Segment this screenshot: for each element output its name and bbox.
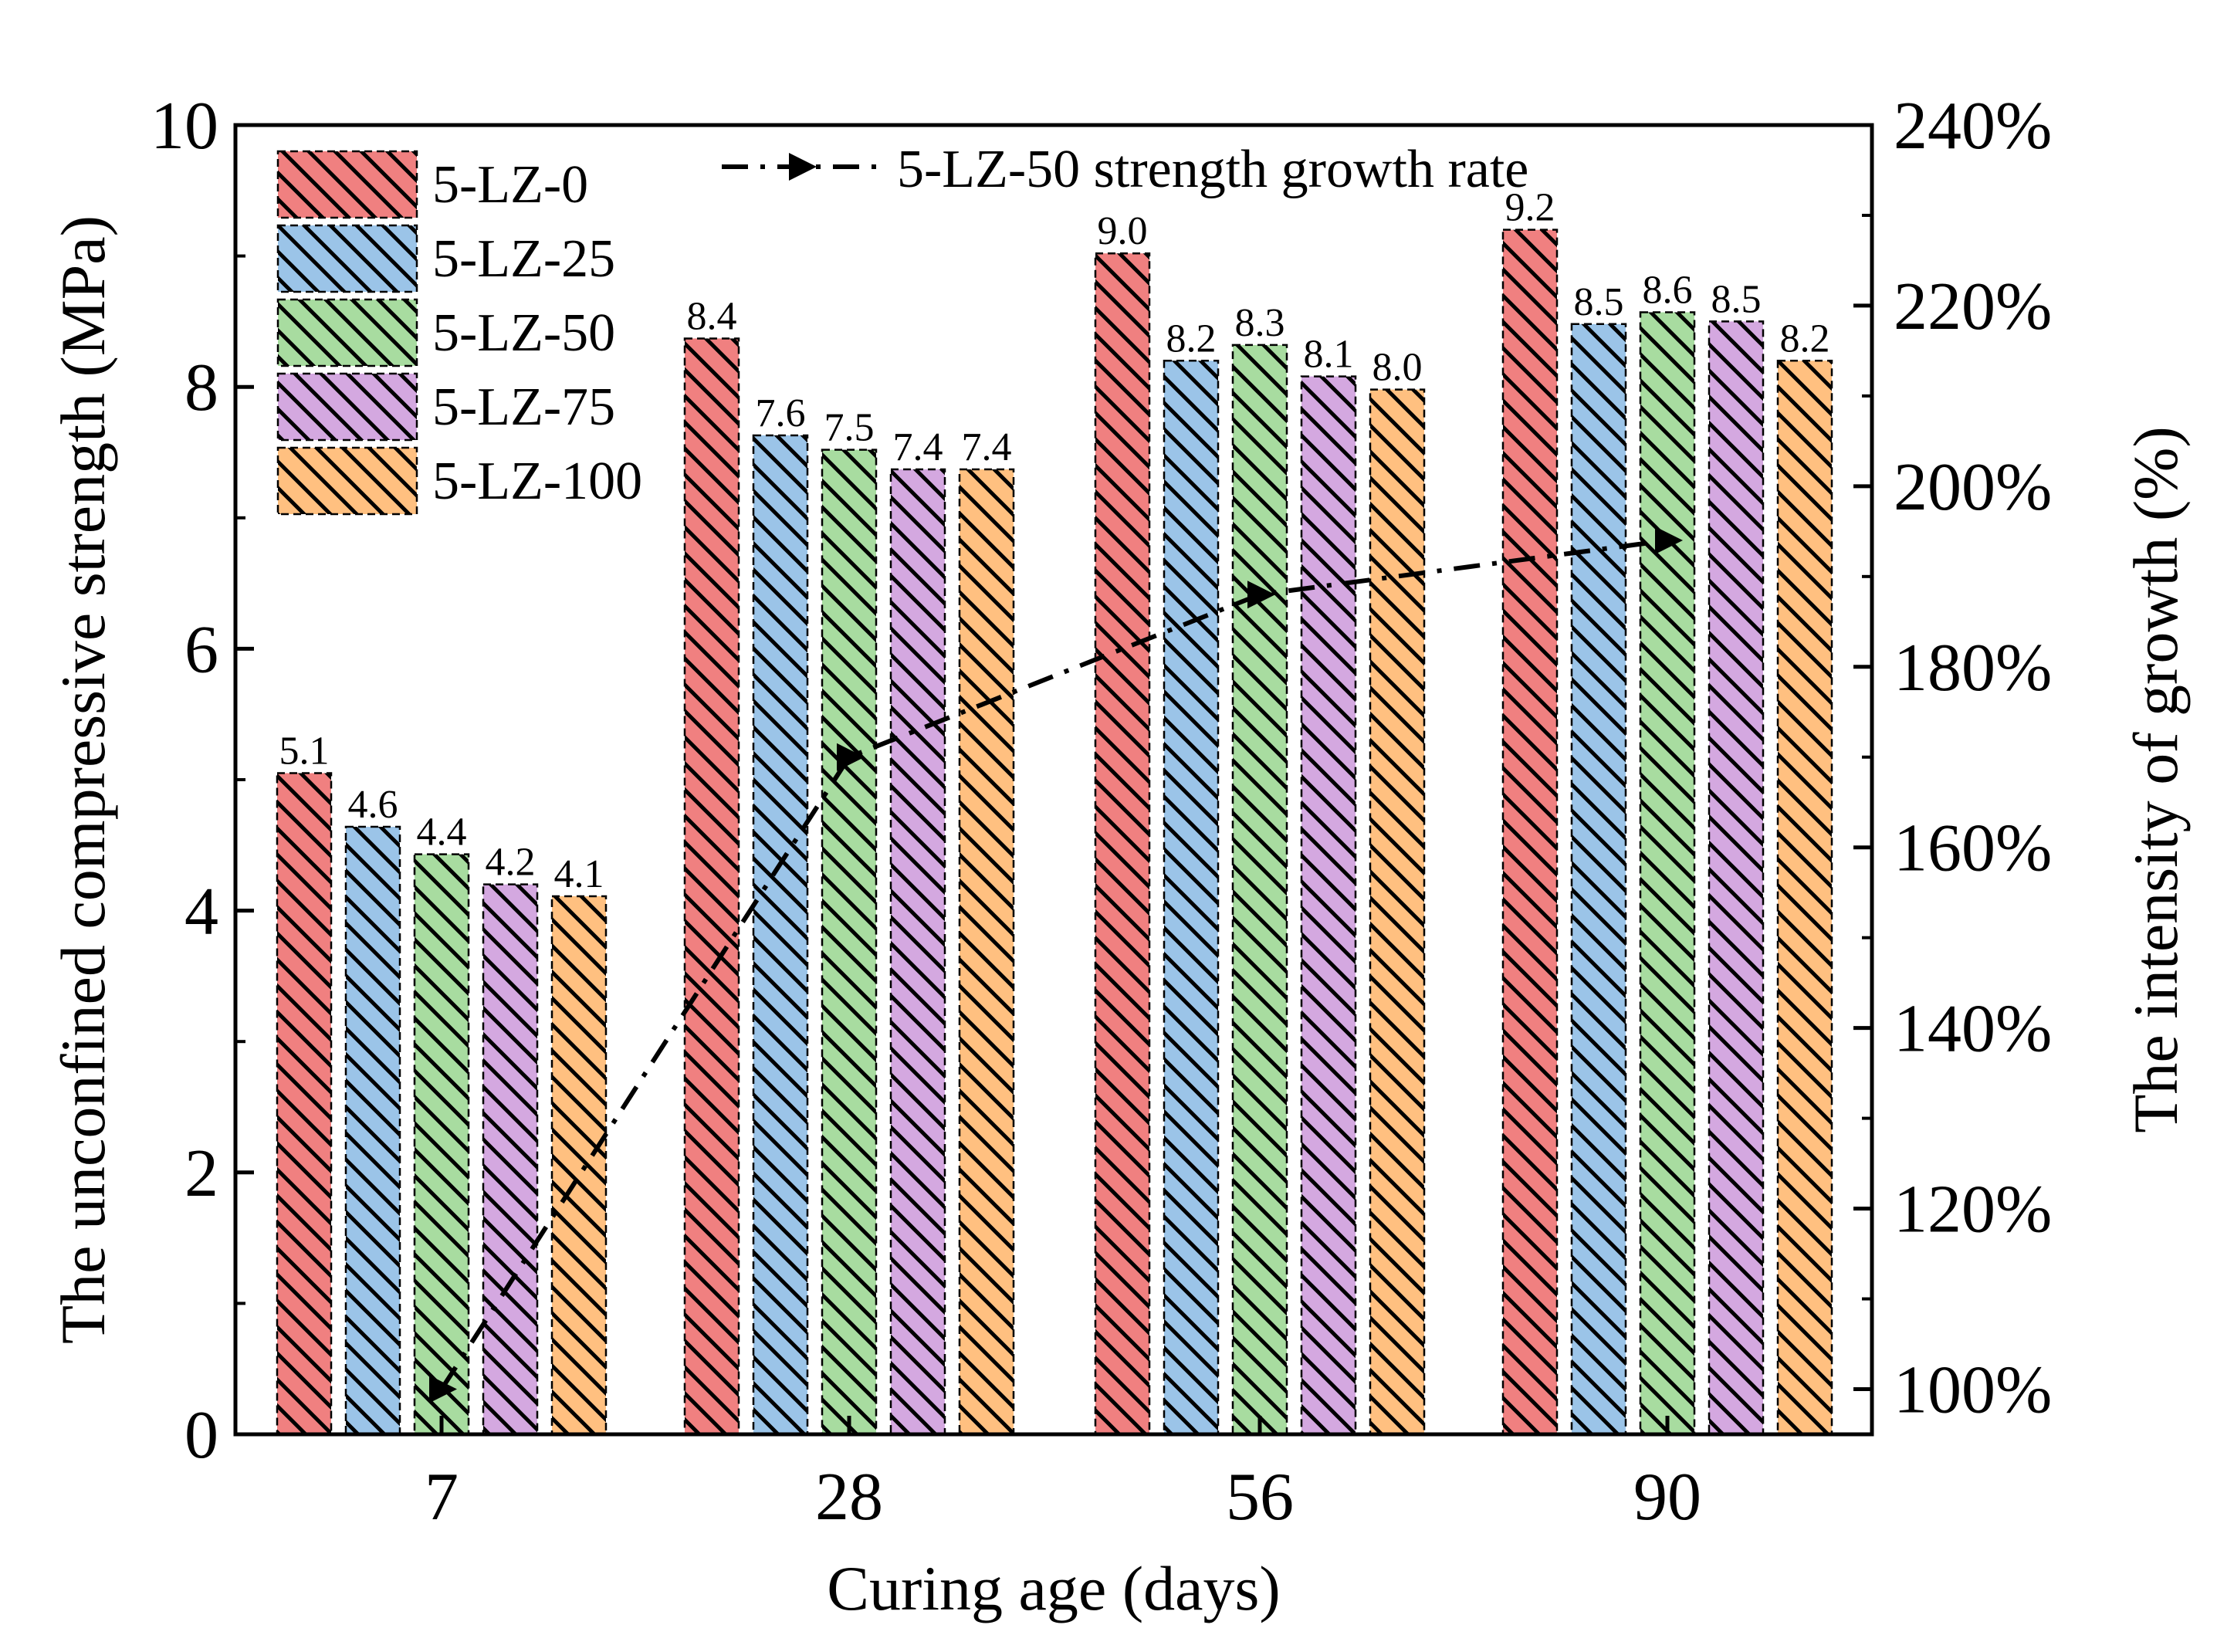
bar-5-LZ-0-56	[1094, 252, 1151, 1436]
growth-rate-point-90	[1655, 526, 1683, 555]
data-label-5-LZ-75-90: 8.5	[1711, 277, 1762, 321]
x-tick-label-90: 90	[1633, 1460, 1701, 1535]
y2-tick-label: 240%	[1894, 89, 2052, 164]
growth-rate-line	[439, 538, 1668, 1391]
data-label-5-LZ-75-7: 4.2	[486, 841, 536, 885]
y-tick-label: 2	[184, 1136, 218, 1211]
axes-layer: 0 2 4 6 8 10 100% 120% 140% 160% 180% 200% 220% 240% 7…	[151, 89, 2052, 1535]
data-label-5-LZ-25-28: 7.6	[756, 391, 806, 435]
bar-5-LZ-50-56	[1231, 344, 1288, 1436]
bar-5-LZ-50-28	[821, 449, 878, 1436]
data-label-5-LZ-100-90: 8.2	[1780, 317, 1830, 361]
data-labels-layer: 5.1 4.6 4.4 4.2 4.1 8.4 7.6 7.5 7.4 7.4 9.0 8.2 8.3 8…	[279, 186, 1830, 896]
bar-5-LZ-100-56	[1369, 388, 1426, 1436]
data-label-5-LZ-0-90: 9.2	[1505, 186, 1555, 230]
legend-swatch-5-LZ-50	[276, 298, 418, 367]
growth-rate-point-56	[1247, 581, 1275, 609]
y-axis-title: The unconfined compressive strength (MPa…	[48, 215, 118, 1344]
growth-rate-point-28	[837, 743, 865, 771]
y-tick-label: 4	[184, 875, 218, 950]
legend-swatch-5-LZ-100	[276, 446, 418, 516]
y2-tick-label: 100%	[1894, 1353, 2052, 1428]
bar-5-LZ-25-7	[344, 825, 401, 1436]
bar-5-LZ-0-90	[1501, 229, 1559, 1436]
legend-swatch-5-LZ-75	[276, 372, 418, 442]
data-label-5-LZ-100-28: 7.4	[962, 425, 1012, 469]
data-label-5-LZ-50-28: 7.5	[824, 406, 875, 450]
bar-5-LZ-100-90	[1776, 360, 1833, 1436]
data-label-5-LZ-50-90: 8.6	[1643, 269, 1693, 313]
legend-swatch-5-LZ-0	[276, 150, 418, 219]
bar-5-LZ-75-56	[1300, 375, 1357, 1436]
y2-tick-label: 220%	[1894, 269, 2052, 344]
bar-5-LZ-75-28	[889, 468, 946, 1436]
data-label-5-LZ-25-90: 8.5	[1574, 280, 1624, 324]
data-label-5-LZ-100-7: 4.1	[554, 852, 604, 896]
bars-layer	[276, 229, 1833, 1436]
data-label-5-LZ-50-56: 8.3	[1235, 301, 1285, 345]
data-label-5-LZ-75-28: 7.4	[893, 425, 943, 469]
y2-axis-title: The intensity of growth (%)	[2121, 426, 2191, 1132]
bar-5-LZ-50-90	[1639, 311, 1696, 1436]
bar-5-LZ-25-56	[1163, 360, 1220, 1436]
legend-label-5-LZ-75: 5-LZ-75	[432, 377, 615, 437]
x-axis-title: Curing age (days)	[827, 1553, 1281, 1623]
data-label-5-LZ-0-56: 9.0	[1098, 209, 1148, 253]
y2-tick-label: 160%	[1894, 811, 2052, 886]
axis-titles: Curing age (days) The unconfined compress…	[48, 215, 2191, 1623]
legend-swatch-5-LZ-25	[276, 224, 418, 293]
x-tick-label-28: 28	[815, 1460, 883, 1535]
bar-5-LZ-100-7	[550, 895, 608, 1436]
legend-label-growth-rate: 5-LZ-50 strength growth rate	[897, 140, 1528, 199]
y2-tick-label: 180%	[1894, 631, 2052, 706]
bar-5-LZ-25-90	[1570, 323, 1627, 1436]
legend-label-5-LZ-50: 5-LZ-50	[432, 303, 615, 363]
y2-tick-label: 140%	[1894, 992, 2052, 1067]
legend-line-marker	[789, 153, 817, 181]
data-label-5-LZ-0-28: 8.4	[687, 294, 737, 338]
data-label-5-LZ-100-56: 8.0	[1373, 346, 1423, 390]
legend: 5-LZ-0 5-LZ-25 5-LZ-50 5-LZ-75 5-LZ-100 5-LZ-…	[276, 140, 1528, 516]
data-label-5-LZ-50-7: 4.4	[417, 811, 467, 855]
y-tick-label: 10	[151, 89, 218, 164]
y-tick-label: 0	[184, 1398, 218, 1473]
bar-5-LZ-75-90	[1708, 320, 1765, 1436]
data-label-5-LZ-0-7: 5.1	[279, 730, 330, 774]
bar-5-LZ-75-7	[482, 883, 539, 1436]
x-tick-label-7: 7	[425, 1460, 459, 1535]
bar-5-LZ-0-28	[683, 337, 740, 1436]
growth-line-layer	[429, 526, 1683, 1403]
y-tick-label: 8	[184, 350, 218, 425]
y2-tick-label: 200%	[1894, 450, 2052, 525]
x-tick-label-56: 56	[1226, 1460, 1294, 1535]
legend-label-5-LZ-25: 5-LZ-25	[432, 229, 615, 289]
growth-rate-point-7	[429, 1375, 457, 1403]
data-label-5-LZ-75-56: 8.1	[1304, 333, 1354, 377]
legend-label-5-LZ-0: 5-LZ-0	[432, 155, 588, 215]
y-tick-label: 6	[184, 612, 218, 687]
data-label-5-LZ-25-7: 4.6	[348, 783, 398, 827]
bar-5-LZ-50-7	[413, 853, 470, 1436]
legend-label-5-LZ-100: 5-LZ-100	[432, 452, 642, 511]
y2-tick-label: 120%	[1894, 1173, 2052, 1247]
bar-5-LZ-0-7	[276, 772, 333, 1436]
bar-5-LZ-25-28	[752, 434, 809, 1436]
bar-5-LZ-100-28	[958, 468, 1015, 1436]
data-label-5-LZ-25-56: 8.2	[1166, 317, 1217, 361]
